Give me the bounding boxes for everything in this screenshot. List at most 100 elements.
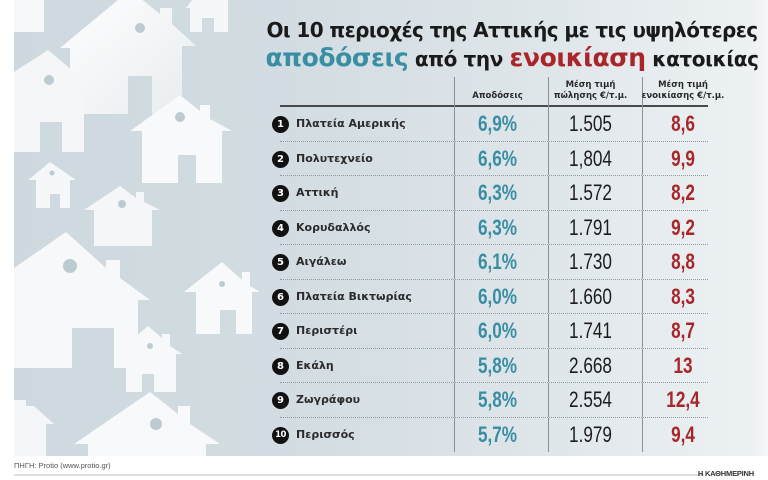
rank-badge: 6	[272, 288, 289, 306]
column-divider	[454, 348, 455, 382]
table-row: 4 Κορυδαλλός 6,3% 1.791 9,2	[272, 210, 708, 245]
rank-badge: 9	[272, 392, 289, 409]
sale-price-value: 1.979	[569, 421, 612, 447]
publisher-brand: Η ΚΑΘΗΜΕΡΙΝΗ	[697, 469, 754, 478]
column-divider	[548, 176, 549, 210]
column-divider	[548, 245, 549, 279]
table-row: 6 Πλατεία Βικτωρίας 6,0% 1.660 8,3	[272, 279, 708, 314]
table-row: 1 Πλατεία Αμερικής 6,9% 1.505 8,6	[272, 107, 708, 142]
header-rent-line1: Μέση τιμή	[658, 80, 708, 90]
column-divider	[548, 141, 549, 175]
sale-price-value: 2.554	[569, 387, 612, 412]
column-divider	[642, 210, 643, 244]
sale-price-value: 1.741	[569, 318, 612, 343]
column-divider	[454, 210, 455, 244]
rent-price-value: 8,3	[671, 283, 695, 309]
rent-price-value: 8,7	[671, 318, 695, 343]
title-line-1: Οι 10 περιοχές της Αττικής με τις υψηλότ…	[266, 18, 758, 42]
header-sale-line1: Μέση τιμή	[565, 80, 616, 90]
area-name: Εκάλη	[296, 358, 334, 372]
house-icon	[118, 326, 182, 392]
column-divider	[642, 176, 643, 210]
yield-value: 6,6%	[477, 145, 518, 171]
house-icon	[14, 400, 54, 456]
table-row: 8 Εκάλη 5,8% 2.668 13	[272, 348, 708, 383]
column-divider	[642, 107, 643, 141]
house-icon	[28, 162, 76, 208]
column-divider	[642, 141, 643, 175]
title-keyword-rental: ενοικίαση	[509, 43, 647, 72]
area-name: Πλατεία Βικτωρίας	[296, 289, 412, 303]
column-divider	[548, 107, 549, 141]
header-sale-line2: πώλησης €/τ.μ.	[553, 91, 628, 101]
table-row: 7 Περιστέρι 6,0% 1.741 8,7	[272, 314, 708, 349]
house-icon	[130, 95, 232, 183]
house-icon	[14, 0, 44, 32]
house-icon	[60, 0, 196, 114]
rent-price-value: 9,2	[671, 214, 695, 240]
sale-price-value: 1.791	[569, 214, 612, 240]
rank-badge: 2	[272, 150, 289, 168]
column-divider	[642, 77, 643, 107]
sale-price-value: 1.572	[569, 180, 612, 205]
area-name: Πολυτεχνείο	[296, 151, 373, 165]
column-divider	[642, 348, 643, 382]
sale-price-value: 2.668	[569, 352, 612, 378]
header-rent-price: Μέση τιμή ενοικίασης €/τ.μ.	[633, 80, 733, 102]
header-sale-price: Μέση τιμή πώλησης €/τ.μ.	[543, 80, 638, 102]
title-end: κατοικίας	[645, 47, 759, 71]
table-row: 5 Αιγάλεω 6,1% 1.730 8,8	[272, 245, 708, 280]
rent-price-value: 8,8	[671, 249, 695, 274]
source-note: ΠΗΓΗ: Protio (www.protio.gr)	[14, 461, 111, 470]
yield-value: 6,1%	[477, 249, 518, 274]
rent-price-value: 12,4	[666, 387, 700, 412]
yield-value: 5,8%	[477, 387, 518, 412]
rent-price-value: 8,6	[671, 111, 695, 136]
header-yield: Αποδόσεις	[472, 91, 523, 101]
table-body: 1 Πλατεία Αμερικής 6,9% 1.505 8,6 2 Πολυ…	[272, 107, 708, 452]
table-row: 2 Πολυτεχνείο 6,6% 1,804 9,9	[272, 141, 708, 176]
house-icon	[14, 232, 150, 368]
column-divider	[548, 383, 549, 417]
column-divider	[548, 210, 549, 244]
column-divider	[454, 245, 455, 279]
area-name: Κορυδαλλός	[296, 220, 371, 234]
area-name: Περισσός	[296, 427, 355, 441]
column-divider	[642, 279, 643, 313]
sale-price-value: 1.505	[569, 111, 612, 136]
house-icon	[84, 186, 160, 246]
area-name: Αιγάλεω	[296, 255, 347, 268]
column-divider	[454, 77, 455, 107]
yield-value: 6,0%	[477, 283, 518, 309]
rent-price-value: 9,4	[671, 421, 695, 447]
column-divider	[454, 141, 455, 175]
table-row: 10 Περισσός 5,7% 1.979 9,4	[272, 417, 708, 452]
yield-value: 5,8%	[477, 352, 518, 378]
sale-price-value: 1.730	[569, 249, 612, 274]
rank-badge: 8	[272, 357, 289, 375]
column-divider	[548, 417, 549, 452]
title-mid: από την	[408, 47, 510, 71]
house-icon	[186, 0, 228, 32]
rank-badge: 1	[272, 116, 289, 133]
area-name: Περιστέρι	[296, 324, 358, 337]
yield-value: 6,9%	[477, 111, 518, 136]
rank-badge: 7	[272, 323, 289, 340]
column-divider	[642, 417, 643, 452]
column-divider	[548, 348, 549, 382]
house-icon	[184, 262, 260, 334]
column-divider	[454, 383, 455, 417]
column-divider	[454, 176, 455, 210]
rent-price-value: 8,2	[671, 180, 695, 205]
title-keyword-yields: αποδόσεις	[265, 43, 409, 72]
rank-badge: 5	[272, 254, 289, 271]
house-icon	[14, 50, 104, 152]
rank-badge: 10	[272, 426, 289, 444]
title-line-2: αποδόσεις από την ενοικίαση κατοικίας	[262, 44, 762, 73]
chart-title: Οι 10 περιοχές της Αττικής με τις υψηλότ…	[262, 16, 762, 73]
area-name: Ζωγράφου	[296, 393, 361, 406]
column-divider	[642, 245, 643, 279]
yield-value: 6,0%	[477, 318, 518, 343]
column-divider	[454, 417, 455, 452]
yield-value: 5,7%	[477, 421, 518, 447]
